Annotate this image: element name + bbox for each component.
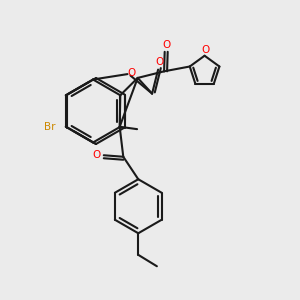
Text: Br: Br <box>44 122 55 132</box>
Text: O: O <box>201 45 209 55</box>
Text: O: O <box>128 68 136 78</box>
Text: O: O <box>92 150 100 160</box>
Text: O: O <box>162 40 170 50</box>
Text: O: O <box>155 57 164 67</box>
